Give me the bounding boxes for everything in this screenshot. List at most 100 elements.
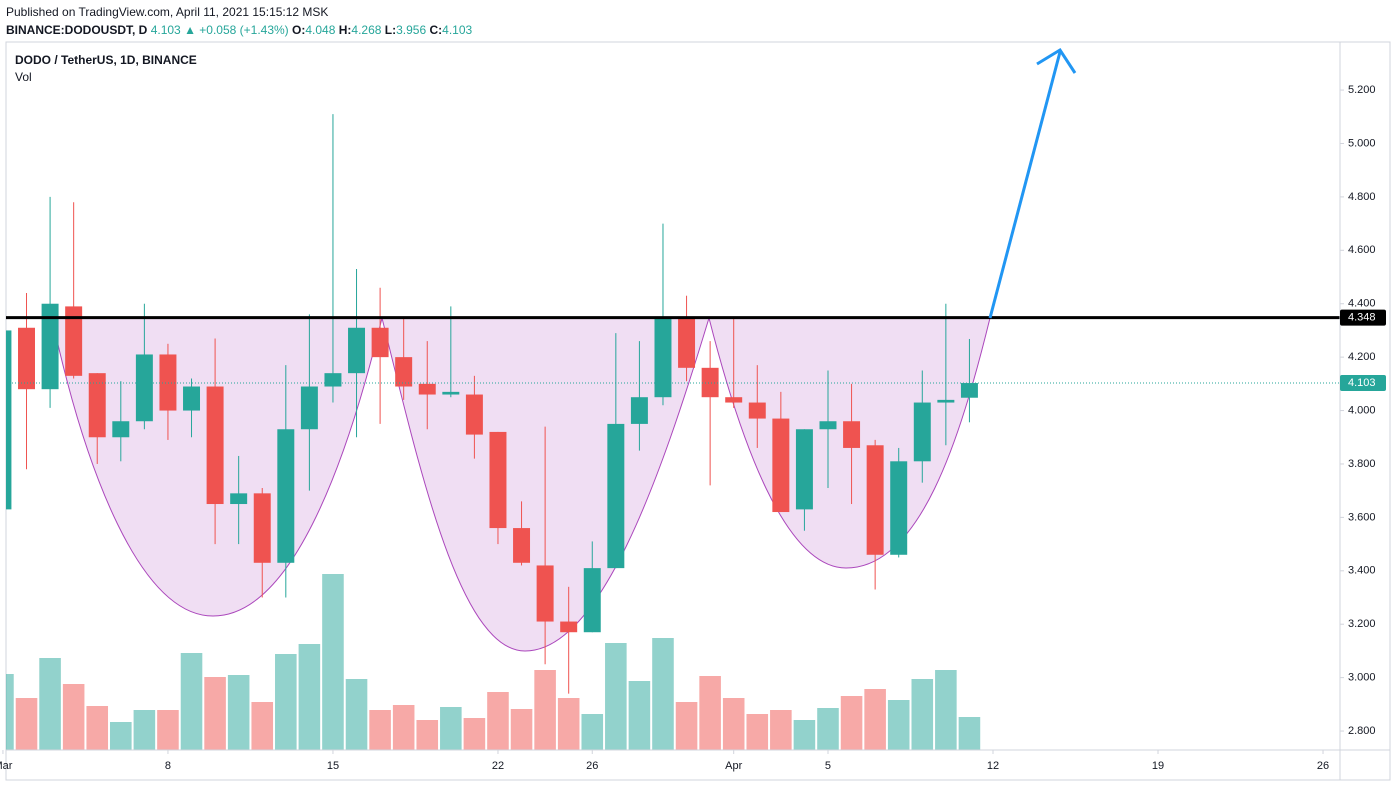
y-tick-label: 4.600 (1348, 244, 1376, 256)
x-tick-label: 5 (825, 760, 831, 772)
y-tick-label: 4.200 (1348, 351, 1376, 363)
candle-body (748, 402, 766, 419)
ohlc-c: 4.103 (442, 23, 473, 37)
volume-bar (534, 670, 556, 750)
candle-body (465, 394, 483, 435)
symbol-line: BINANCE:DODOUSDT, D 4.103 ▲ +0.058 (+1.4… (6, 23, 472, 37)
x-tick-label: Apr (725, 760, 742, 772)
volume-bar (487, 692, 509, 750)
volume-bar (840, 696, 863, 750)
candle-body (843, 421, 861, 448)
candle-body (206, 386, 224, 505)
candle-body (819, 421, 837, 430)
symbol: BINANCE:DODOUSDT, D (6, 23, 148, 37)
price-label-box (1340, 309, 1386, 326)
candle-body (300, 386, 318, 430)
volume-bar (440, 707, 462, 750)
volume-bar (251, 702, 274, 750)
x-tick-label: Mar (0, 760, 13, 772)
y-tick-label: 3.400 (1348, 565, 1376, 577)
candle-body (513, 528, 531, 563)
candle-body (324, 373, 342, 387)
volume-bar (557, 698, 580, 750)
volume-bar (345, 679, 368, 750)
cup-pattern (51, 317, 991, 652)
volume-bar (133, 710, 156, 750)
axes: 2.800 3.000 3.200 3.400 3.600 3.800 4.000 4.200… (0, 84, 1386, 772)
volume-bar (864, 689, 886, 750)
y-tick-label: 3.000 (1348, 672, 1376, 684)
chart-title: DODO / TetherUS, 1D, BINANCE (15, 53, 197, 67)
volume-bar (416, 720, 439, 750)
ohlc-l-label: L: (384, 23, 397, 37)
volume-bar (675, 702, 698, 750)
ohlc-o-label: O: (292, 23, 306, 37)
x-tick-label: 15 (327, 760, 339, 772)
candle-body (371, 327, 389, 358)
volume-bar (298, 644, 321, 750)
y-tick-label: 3.800 (1348, 458, 1376, 470)
volume-bar (369, 710, 391, 750)
y-tick-label: 4.800 (1348, 191, 1376, 203)
volume-bar (322, 574, 344, 750)
candle-body (442, 391, 460, 395)
volume-bar (157, 710, 179, 750)
x-tick-label: 19 (1152, 760, 1164, 772)
candle-body (253, 493, 271, 563)
price-label-box (1340, 375, 1386, 392)
ohlc-o: 4.048 (305, 23, 336, 37)
arrow-shaft (988, 51, 1062, 319)
candle-body (960, 383, 978, 398)
last-price: 4.103 (150, 23, 181, 37)
volume-bar (62, 684, 85, 750)
ohlc-c-label: C: (429, 23, 443, 37)
candle-body (159, 354, 177, 411)
volume-bar (958, 717, 981, 750)
volume-bar (652, 638, 674, 750)
volume-layer (6, 574, 981, 750)
volume-bar (275, 654, 297, 750)
candle-layer (6, 114, 978, 694)
candle-body (560, 621, 578, 633)
price-label: 4.103 (1348, 377, 1376, 389)
candle-body (630, 397, 648, 424)
volume-bar (6, 674, 14, 750)
volume-bar (581, 714, 604, 750)
candle-body (489, 431, 507, 529)
volume-bar (911, 679, 934, 750)
candle-body (112, 421, 130, 438)
candle-body (772, 418, 790, 513)
candle-body (866, 445, 884, 555)
y-tick-label: 5.000 (1348, 137, 1376, 149)
price-change: ▲ +0.058 (+1.43%) (184, 23, 289, 37)
breakout-arrow (988, 47, 1077, 319)
x-tick-label: 26 (586, 760, 598, 772)
candle-body (536, 565, 554, 622)
volume-bar (180, 653, 203, 750)
volume-bar (793, 720, 816, 750)
candle-body (65, 306, 83, 376)
candle-body (654, 317, 672, 398)
candle-body (6, 330, 12, 510)
volume-bar (746, 714, 769, 750)
volume-bar (227, 675, 250, 750)
volume-bar (204, 677, 226, 750)
volume-bar (887, 700, 910, 750)
ohlc-h-label: H: (338, 23, 352, 37)
x-tick-label: 22 (492, 760, 504, 772)
volume-bar (392, 705, 415, 750)
candle-body (395, 357, 413, 387)
x-tick-label: 26 (1317, 760, 1329, 772)
volume-bar (817, 708, 839, 750)
candle-body (795, 429, 813, 510)
volume-label: Vol (15, 70, 32, 84)
candle-body (890, 461, 908, 555)
volume-bar (463, 718, 486, 750)
volume-bar (605, 643, 627, 750)
ohlc-h: 4.268 (351, 23, 382, 37)
y-tick-label: 3.600 (1348, 511, 1376, 523)
candle-body (348, 327, 366, 374)
x-tick-label: 12 (987, 760, 999, 772)
